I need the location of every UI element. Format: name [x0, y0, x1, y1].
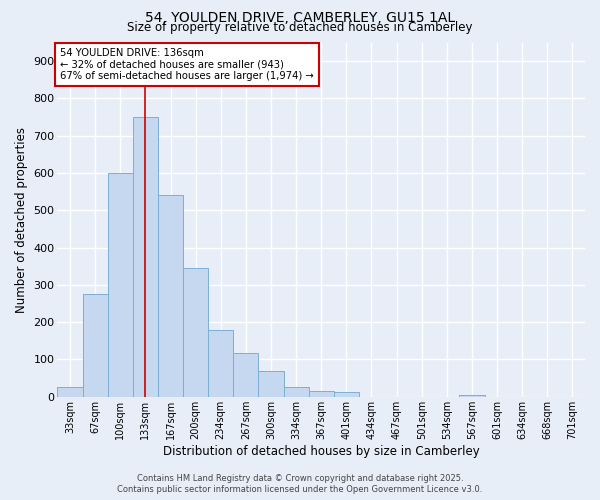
- Bar: [233, 353, 259, 397]
- Bar: [460, 395, 485, 397]
- Bar: [308, 391, 334, 397]
- Y-axis label: Number of detached properties: Number of detached properties: [15, 126, 28, 312]
- Bar: [208, 330, 233, 397]
- Text: Size of property relative to detached houses in Camberley: Size of property relative to detached ho…: [127, 22, 473, 35]
- Text: Contains HM Land Registry data © Crown copyright and database right 2025.
Contai: Contains HM Land Registry data © Crown c…: [118, 474, 482, 494]
- Bar: [158, 196, 183, 397]
- Bar: [334, 392, 359, 397]
- Bar: [284, 388, 308, 397]
- Bar: [259, 372, 284, 397]
- Bar: [58, 388, 83, 397]
- Bar: [183, 268, 208, 397]
- Text: 54 YOULDEN DRIVE: 136sqm
← 32% of detached houses are smaller (943)
67% of semi-: 54 YOULDEN DRIVE: 136sqm ← 32% of detach…: [60, 48, 314, 81]
- Bar: [133, 117, 158, 397]
- Bar: [108, 173, 133, 397]
- Bar: [83, 294, 108, 397]
- Text: 54, YOULDEN DRIVE, CAMBERLEY, GU15 1AL: 54, YOULDEN DRIVE, CAMBERLEY, GU15 1AL: [145, 11, 455, 25]
- X-axis label: Distribution of detached houses by size in Camberley: Distribution of detached houses by size …: [163, 444, 479, 458]
